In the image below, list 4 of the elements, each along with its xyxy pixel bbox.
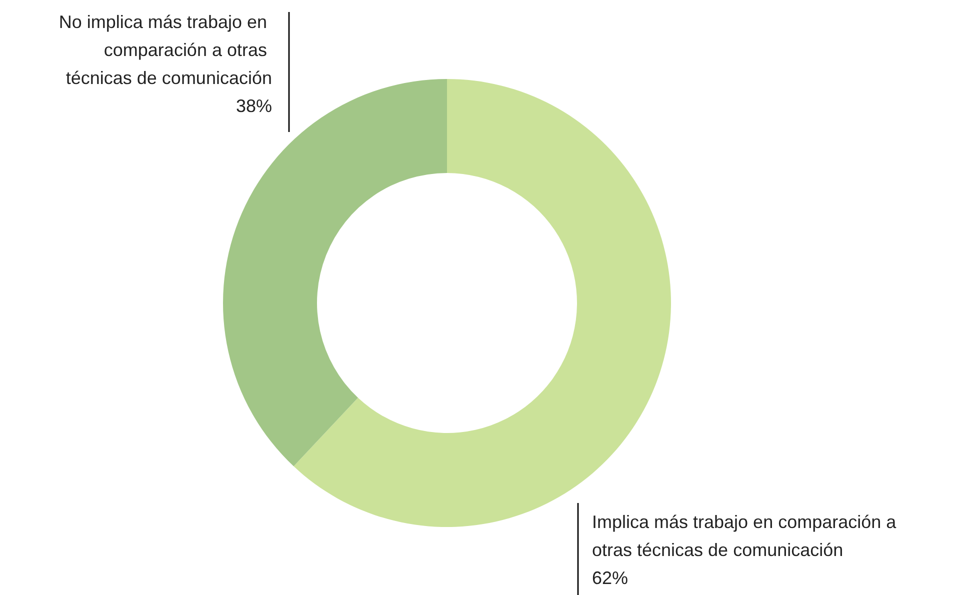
data-label: 38% — [236, 96, 272, 116]
data-label: 62% — [592, 568, 628, 588]
slice-label: No implica más trabajo en comparación a otras técnicas de comunicación — [58, 12, 272, 88]
slice-label: Implica más trabajo en comparación a otras técnicas de comunicación — [592, 512, 902, 560]
